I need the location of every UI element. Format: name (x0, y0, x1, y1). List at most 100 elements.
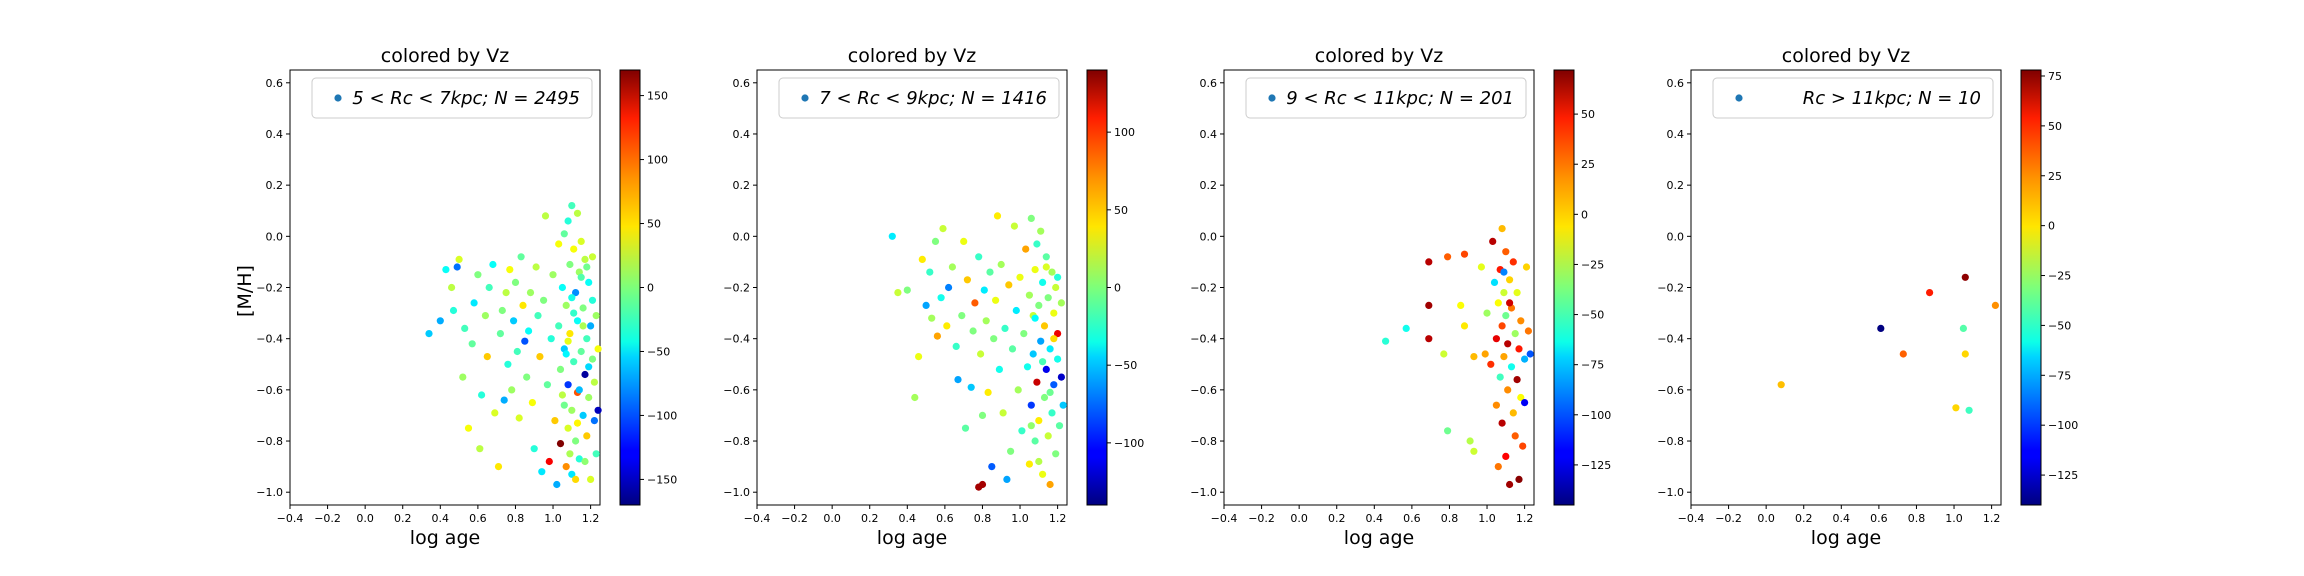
data-point (980, 286, 988, 294)
data-point (581, 370, 589, 379)
data-point (549, 271, 557, 279)
data-point (1031, 266, 1039, 274)
colorbar-tick-label: −25 (2048, 270, 2071, 283)
data-point (502, 289, 510, 297)
y-tick-label: −0.8 (1657, 435, 1684, 448)
x-tick-label: 1.0 (1011, 512, 1029, 525)
colorbar-tick-label: −25 (1581, 258, 1604, 271)
data-point (1025, 460, 1033, 468)
data-point (1498, 419, 1506, 427)
data-point (1489, 237, 1497, 245)
data-point (937, 294, 945, 302)
colorbar-tick-label: −50 (1114, 359, 1137, 372)
chart-title: colored by Vz (1315, 45, 1443, 67)
data-point (577, 273, 585, 281)
data-point (538, 468, 546, 476)
data-point (594, 406, 602, 414)
data-point (436, 317, 444, 325)
data-point (449, 306, 458, 315)
data-point (1040, 322, 1049, 330)
colorbar-tick-label: 0 (1114, 282, 1121, 295)
data-point (952, 342, 960, 350)
data-point (1050, 381, 1058, 389)
data-point (1460, 322, 1469, 330)
data-point (1961, 350, 1969, 358)
data-point (568, 470, 576, 478)
colorbar (1553, 69, 1575, 506)
data-point (585, 363, 593, 371)
data-point (1506, 480, 1514, 489)
data-point (922, 301, 930, 309)
colorbar-tick-label: −50 (1581, 309, 1604, 322)
data-point (1425, 301, 1433, 309)
data-point (564, 337, 572, 345)
x-tick-label: 0.2 (1328, 512, 1346, 525)
data-point (577, 347, 585, 356)
data-point (568, 294, 576, 302)
data-point (1044, 294, 1052, 302)
data-point (1504, 340, 1512, 348)
data-point (1035, 417, 1043, 425)
colorbar-tick-label: 50 (1581, 108, 1595, 121)
y-tick-label: 0.0 (1200, 230, 1218, 243)
data-point (536, 353, 544, 361)
points-group (1777, 273, 1999, 414)
data-point (958, 312, 966, 320)
data-point (513, 347, 521, 356)
y-tick-label: −0.2 (256, 282, 283, 295)
data-point (1470, 353, 1478, 361)
data-point (997, 260, 1005, 269)
data-point (931, 237, 940, 245)
data-point (1466, 437, 1474, 445)
data-point (1035, 301, 1043, 309)
y-tick-label: −0.6 (723, 384, 750, 397)
data-point (918, 255, 926, 263)
data-point (1031, 437, 1039, 445)
data-point (1057, 299, 1065, 307)
colorbar-tick-label: 100 (647, 154, 668, 167)
y-tick-label: −1.0 (1657, 486, 1684, 499)
data-point (1048, 409, 1056, 417)
data-point (1507, 363, 1516, 371)
data-point (592, 312, 600, 320)
data-point (566, 330, 574, 338)
data-point (575, 455, 583, 463)
data-point (478, 391, 486, 399)
data-point (560, 230, 568, 238)
y-tick-label: 0.6 (266, 77, 284, 90)
data-point (971, 299, 979, 307)
data-point (590, 378, 599, 386)
colorbar-tick-label: −125 (1581, 459, 1611, 472)
y-tick-label: −0.6 (256, 384, 283, 397)
data-point (453, 263, 461, 271)
data-point (556, 365, 565, 373)
figure-ylabel: [M/H] (234, 265, 256, 317)
x-tick-label: 1.2 (582, 512, 600, 525)
data-point (448, 283, 456, 292)
data-point (583, 432, 591, 440)
colorbar (2020, 69, 2042, 506)
y-tick-label: 0.4 (1200, 128, 1218, 141)
data-point (585, 278, 593, 286)
data-point (1003, 475, 1011, 483)
data-point (1513, 289, 1521, 297)
data-point (911, 393, 919, 402)
data-point (1481, 350, 1489, 358)
data-point (521, 337, 529, 345)
data-point (993, 212, 1002, 220)
data-point (978, 411, 987, 419)
data-point (509, 317, 518, 325)
x-tick-label: 0.8 (507, 512, 525, 525)
data-point (500, 396, 508, 404)
data-point (990, 335, 998, 343)
data-point (551, 417, 559, 425)
data-point (1027, 214, 1035, 222)
y-tick-label: 0.2 (266, 179, 284, 192)
data-point (526, 289, 535, 297)
colorbar-tick-label: −100 (1114, 437, 1144, 450)
y-tick-label: −0.4 (256, 333, 283, 346)
data-point (564, 424, 572, 432)
data-point (485, 283, 493, 292)
data-point (1031, 314, 1039, 322)
x-tick-label: −0.2 (1715, 512, 1742, 525)
